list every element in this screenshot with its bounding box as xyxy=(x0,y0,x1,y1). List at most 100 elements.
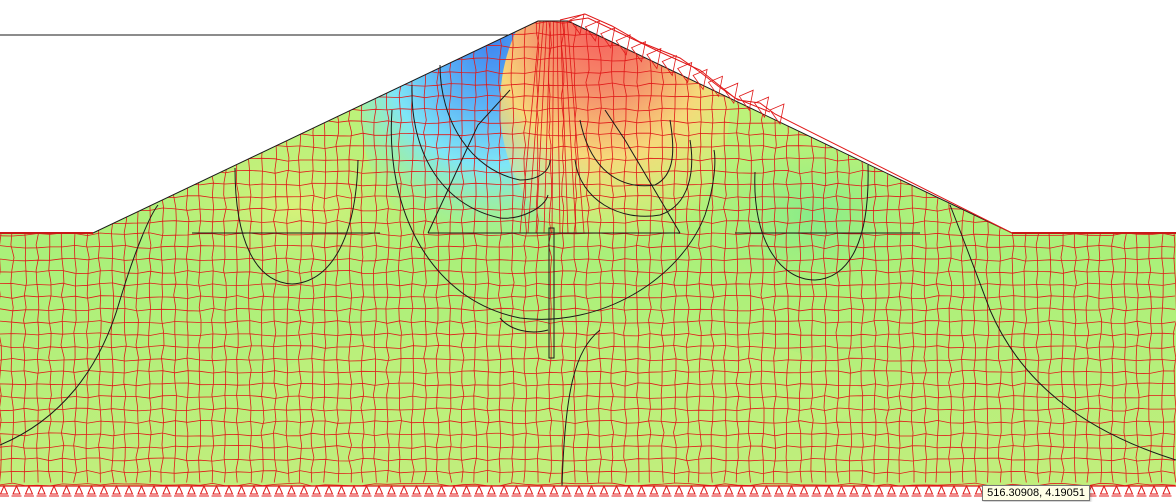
triangle-fixed-support-icon xyxy=(736,484,747,497)
triangle-fixed-support-icon xyxy=(399,484,409,497)
contour-line xyxy=(579,119,674,187)
triangle-fixed-support-icon xyxy=(186,484,197,497)
triangle-fixed-support-icon xyxy=(211,484,222,497)
triangle-fixed-support-icon xyxy=(1111,484,1122,497)
core-fan-line xyxy=(519,21,541,234)
triangle-fixed-support-icon xyxy=(336,484,347,497)
triangle-fixed-support-icon xyxy=(1161,484,1172,497)
triangle-fixed-support-icon xyxy=(936,484,947,497)
triangle-fixed-support-icon xyxy=(836,484,847,497)
triangle-fixed-support-icon xyxy=(1136,484,1147,497)
contour-line xyxy=(604,109,681,234)
triangle-fixed-support-icon xyxy=(599,484,609,497)
triangle-fixed-support-icon xyxy=(1124,484,1134,497)
triangle-fixed-support-icon xyxy=(749,484,759,497)
triangle-fixed-support-icon xyxy=(199,484,209,497)
core-fan-line xyxy=(535,21,548,234)
triangle-fixed-support-icon xyxy=(674,484,684,497)
triangle-fixed-support-icon xyxy=(624,484,634,497)
contour-line xyxy=(949,204,1176,461)
triangle-fixed-support-icon xyxy=(861,484,872,497)
triangle-fixed-support-icon xyxy=(461,484,472,497)
triangle-fixed-support-icon xyxy=(899,484,909,497)
triangle-fixed-support-icon xyxy=(111,484,122,497)
triangle-fixed-support-icon xyxy=(536,484,547,497)
triangle-fixed-support-icon xyxy=(161,484,172,497)
triangle-fixed-support-icon xyxy=(886,484,897,497)
triangle-fixed-support-icon xyxy=(299,484,309,497)
core-fan-line xyxy=(563,21,577,234)
triangle-fixed-support-icon xyxy=(511,484,522,497)
contour-line xyxy=(499,317,549,333)
contour-line xyxy=(411,84,549,219)
triangle-fixed-support-icon xyxy=(0,484,9,497)
triangle-fixed-support-icon xyxy=(249,484,259,497)
triangle-fixed-support-icon xyxy=(661,484,672,497)
core-fan-line xyxy=(560,21,569,234)
core-fan-line xyxy=(551,21,554,234)
triangle-fixed-support-icon xyxy=(799,484,809,497)
triangle-fixed-support-icon xyxy=(1149,484,1159,497)
deformed-mesh-outline xyxy=(559,13,1013,234)
triangle-fixed-support-icon xyxy=(361,484,372,497)
triangle-fixed-support-icon xyxy=(11,484,22,497)
triangle-fixed-support-icon xyxy=(261,484,272,497)
triangle-fixed-support-icon xyxy=(124,484,134,497)
triangle-fixed-support-icon xyxy=(474,484,484,497)
triangle-fixed-support-icon xyxy=(924,484,934,497)
triangle-fixed-support-icon xyxy=(724,484,734,497)
contour-line xyxy=(574,139,693,217)
triangle-fixed-support-icon xyxy=(349,484,359,497)
triangle-fixed-support-icon xyxy=(549,484,559,497)
triangle-fixed-support-icon xyxy=(824,484,834,497)
triangle-fixed-support-icon xyxy=(686,484,697,497)
triangle-fixed-support-icon xyxy=(774,484,784,497)
triangle-fixed-support-icon xyxy=(1099,484,1109,497)
triangle-fixed-support-icon xyxy=(411,484,422,497)
triangle-fixed-support-icon xyxy=(611,484,622,497)
triangle-fixed-support-icon xyxy=(424,484,434,497)
core-fan-line xyxy=(566,21,585,234)
cutoff-wall xyxy=(548,227,555,359)
contour-line xyxy=(427,89,511,234)
triangle-fixed-support-icon xyxy=(286,484,297,497)
triangle-fixed-support-icon xyxy=(761,484,772,497)
triangle-fixed-support-icon xyxy=(149,484,159,497)
triangle-fixed-support-icon xyxy=(699,484,709,497)
triangle-fixed-support-icon xyxy=(961,484,972,497)
triangle-fixed-support-icon xyxy=(386,484,397,497)
triangle-fixed-support-icon xyxy=(24,484,34,497)
core-fan-line xyxy=(543,21,551,234)
triangle-fixed-support-icon xyxy=(449,484,459,497)
triangle-fixed-support-icon xyxy=(61,484,72,497)
triangle-fixed-support-icon xyxy=(636,484,647,497)
triangle-fixed-support-icon xyxy=(574,484,584,497)
triangle-fixed-support-icon xyxy=(324,484,334,497)
triangle-fixed-support-icon xyxy=(311,484,322,497)
contour-line xyxy=(390,109,716,320)
triangle-fixed-support-icon xyxy=(374,484,384,497)
triangle-fixed-support-icon xyxy=(524,484,534,497)
triangle-fixed-support-icon xyxy=(174,484,184,497)
deformed-mesh-lattice xyxy=(569,13,785,125)
triangle-fixed-support-icon xyxy=(786,484,797,497)
contour-line xyxy=(439,64,551,181)
triangle-fixed-support-icon xyxy=(136,484,147,497)
triangle-fixed-support-icon xyxy=(561,484,572,497)
cursor-coordinates-tooltip: 516.30908, 4.19051 xyxy=(982,485,1090,501)
triangle-fixed-support-icon xyxy=(49,484,59,497)
triangle-fixed-support-icon xyxy=(274,484,284,497)
triangle-fixed-support-icon xyxy=(436,484,447,497)
triangle-fixed-support-icon xyxy=(86,484,97,497)
contour-line xyxy=(234,159,359,285)
triangle-fixed-support-icon xyxy=(649,484,659,497)
contour-line xyxy=(561,329,601,487)
deformed-cells xyxy=(569,13,785,125)
triangle-fixed-support-icon xyxy=(949,484,959,497)
triangle-fixed-support-icon xyxy=(586,484,597,497)
contour-lines xyxy=(0,64,1176,487)
triangle-fixed-support-icon xyxy=(236,484,247,497)
core-fan-lines xyxy=(519,21,585,234)
